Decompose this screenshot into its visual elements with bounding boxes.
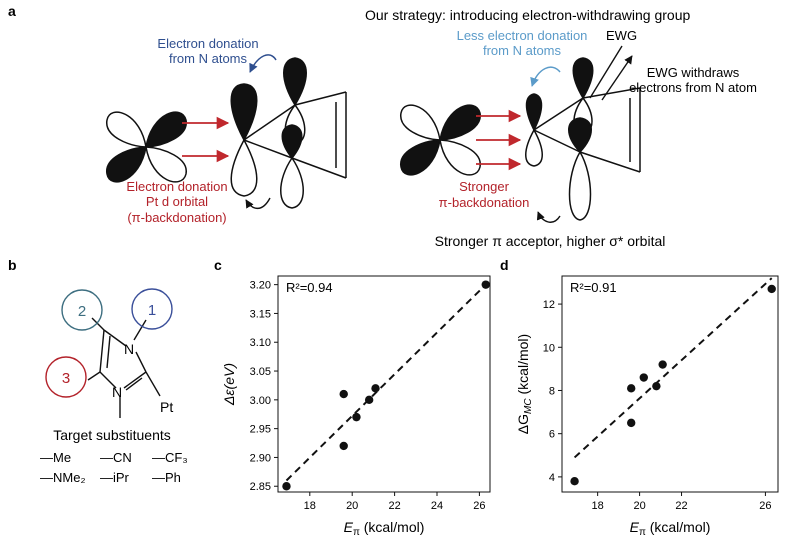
y-tick-label: 2.95 [250,424,271,436]
substituent-ipr: —iPr [100,470,130,485]
data-point [658,360,667,369]
substituent-cf3: —CF₃ [152,450,188,465]
y-tick-label: 6 [549,429,555,441]
pt-d-orbital-right [400,104,481,176]
data-point [481,280,490,289]
r-squared-annotation: R²=0.94 [286,280,333,295]
x-tick-label: 22 [388,500,400,512]
stronger-text-2: π-backdonation [439,195,530,210]
data-point [339,389,348,399]
ewg-bond [589,45,623,99]
donation-pt-text-2: Pt d orbital [146,194,208,209]
data-point [339,441,348,451]
strategy-title: Our strategy: introducing electron-withd… [365,7,690,23]
y-tick-label: 3.00 [250,395,271,407]
y-tick-label: 4 [549,472,555,484]
ewg-withdraw-arrow [601,55,633,101]
ewg-withdraws-text-2: electrons from N atom [629,80,757,95]
backdonation-arrow-right [536,211,561,223]
y-tick-label: 2.90 [250,452,271,464]
data-point [652,381,661,391]
p-orbitals-right [525,57,594,221]
donation-arrows-left [182,116,230,163]
substituent-cn: —CN [100,450,132,465]
p-orbitals-left [230,57,307,209]
less-donation-arrow [530,66,561,87]
data-point [639,373,648,382]
donation-n-text-2: from N atoms [169,51,248,66]
site-3-label: 3 [62,370,70,387]
less-donation-text-1: Less electron donation [457,28,588,43]
y-tick-label: 2.85 [250,481,271,493]
y-tick-label: 3.05 [250,366,271,378]
x-tick-label: 22 [675,500,687,512]
x-tick-label: 26 [473,500,485,512]
panel-b-label: b [8,257,17,273]
x-axis-label: Eπ (kcal/mol) [344,519,425,538]
x-tick-label: 20 [633,500,645,512]
panel-d-label: d [500,257,509,273]
site-2-circle [61,289,103,331]
data-point [627,384,636,393]
site-1-circle [131,288,173,330]
y-tick-label: 3.10 [250,337,271,349]
x-tick-label: 18 [304,500,316,512]
data-point [352,412,361,422]
x-tick-label: 20 [346,500,358,512]
substituent-nme2: —NMe₂ [40,470,86,485]
data-point [627,418,636,428]
data-point [371,384,380,393]
y-tick-label: 10 [543,342,555,354]
panel-c-label: c [214,257,222,273]
plot-frame [561,275,779,493]
y-axis-label: Δε(eV) [221,363,237,406]
chart-c: 18 20 22 24 26 2.85 2.90 2.95 3.00 3.05 3.10 3.15 3.… [221,275,491,538]
ewg-withdraws-text-1: EWG withdraws [647,65,740,80]
atom-n-bottom: N [112,384,122,400]
donation-arrows-right [476,109,522,171]
data-point [282,482,291,491]
stronger-text-1: Stronger [459,179,510,194]
less-donation-text-2: from N atoms [483,43,562,58]
plot-frame [277,275,491,493]
site-1-label: 1 [148,302,156,319]
y-tick-label: 8 [549,385,555,397]
substituent-me: —Me [40,450,71,465]
atom-pt: Pt [160,399,173,415]
data-point [364,395,374,405]
pt-d-orbital-left [106,111,187,183]
site-2-label: 2 [78,303,86,320]
r-squared-annotation: R²=0.91 [570,280,617,295]
substituents-title: Target substituents [53,427,171,443]
x-tick-label: 26 [759,500,771,512]
strategy-caption: Stronger π acceptor, higher σ* orbital [435,233,666,249]
y-tick-label: 3.15 [250,308,271,320]
donation-pt-text-3: (π-backdonation) [127,210,226,225]
imidazole-ring [87,317,161,418]
site-3-circle [45,356,87,398]
panel-a-label: a [8,3,16,19]
atom-n-top: N [124,341,134,357]
fit-line [573,277,773,459]
y-tick-label: 12 [543,299,555,311]
x-axis-label: Eπ (kcal/mol) [630,519,711,538]
substituent-ph: —Ph [152,470,181,485]
y-axis-label: ΔGMC (kcal/mol) [515,334,534,434]
donation-n-text-1: Electron donation [157,36,258,51]
x-tick-label: 18 [592,500,604,512]
x-tick-label: 24 [431,500,443,512]
y-tick-label: 3.20 [250,280,271,292]
ewg-label: EWG [606,28,637,43]
chart-d: 18 20 22 26 4 6 8 10 12 R²=0.91 Eπ (kcal/mol) ΔGMC … [515,275,779,538]
donation-pt-text-1: Electron donation [126,179,227,194]
fit-line [285,283,487,482]
backdonation-arrow-left [245,197,271,210]
data-point [570,477,579,486]
data-point [767,284,776,294]
donation-n-arrow [249,54,277,73]
